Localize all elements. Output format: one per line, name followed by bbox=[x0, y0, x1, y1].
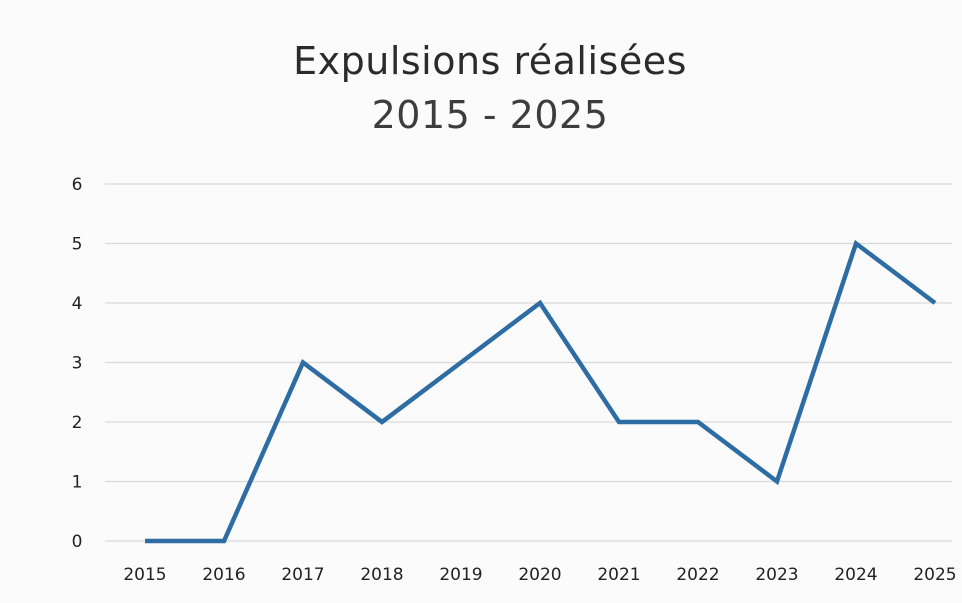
y-tick-label: 4 bbox=[72, 294, 83, 314]
y-tick-label: 6 bbox=[72, 175, 83, 195]
gridlines bbox=[105, 183, 952, 542]
series-group bbox=[145, 239, 937, 544]
x-tick-label: 2017 bbox=[281, 565, 324, 585]
x-axis: 2015 2016 2017 2018 2019 2020 2021 2022 2023 2024… bbox=[123, 565, 956, 585]
x-tick-label: 2022 bbox=[676, 565, 719, 585]
y-tick-label: 2 bbox=[72, 413, 83, 433]
x-tick-label: 2015 bbox=[123, 565, 166, 585]
x-tick-label: 2021 bbox=[597, 565, 640, 585]
data-points bbox=[144, 243, 936, 542]
chart-title: Expulsions réalisées bbox=[293, 39, 687, 83]
y-axis: 0 1 2 3 4 5 6 bbox=[72, 175, 83, 552]
x-tick-label: 2016 bbox=[202, 565, 245, 585]
y-tick-label: 1 bbox=[72, 473, 83, 493]
series-line bbox=[145, 239, 937, 544]
x-tick-label: 2023 bbox=[755, 565, 798, 585]
x-tick-label: 2024 bbox=[834, 565, 877, 585]
x-tick-label: 2019 bbox=[439, 565, 482, 585]
x-tick-label: 2018 bbox=[360, 565, 403, 585]
y-tick-label: 5 bbox=[72, 235, 83, 255]
y-tick-label: 3 bbox=[72, 354, 83, 374]
chart-subtitle: 2015 - 2025 bbox=[371, 93, 609, 137]
x-tick-label: 2025 bbox=[913, 565, 956, 585]
x-tick-label: 2020 bbox=[518, 565, 561, 585]
chart-title-block: Expulsions réalisées 2015 - 2025 bbox=[140, 34, 840, 142]
y-tick-label: 0 bbox=[72, 532, 83, 552]
